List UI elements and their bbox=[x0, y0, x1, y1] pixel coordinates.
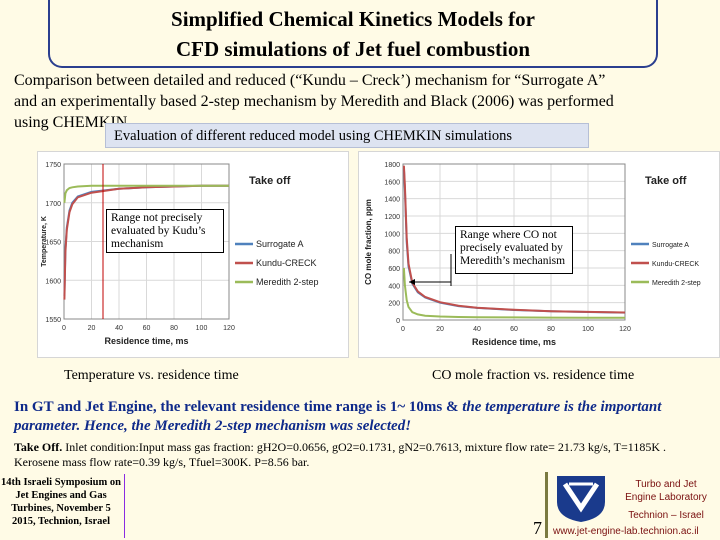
series-line bbox=[402, 165, 626, 314]
slide-number: 7 bbox=[533, 518, 542, 538]
chart-title: Take off bbox=[249, 175, 291, 187]
legend-label: Meredith 2-step bbox=[256, 277, 319, 287]
y-tick-label: 0 bbox=[396, 318, 400, 325]
x-tick-label: 40 bbox=[473, 326, 481, 333]
x-tick-label: 100 bbox=[582, 326, 594, 333]
y-tick-label: 1600 bbox=[384, 179, 400, 186]
co-annotation: Range where CO not precisely evaluated b… bbox=[455, 226, 573, 274]
lab-line-2: Engine Laboratory bbox=[625, 492, 707, 503]
legend-label: Surrogate A bbox=[256, 239, 304, 249]
takeoff-conditions: Take Off. Inlet condition:Input mass gas… bbox=[14, 440, 714, 470]
x-axis-label: Residence time, ms bbox=[472, 337, 556, 347]
y-tick-label: 200 bbox=[388, 301, 400, 308]
footer-divider bbox=[124, 474, 125, 538]
y-axis-label: Temperature, K bbox=[41, 216, 48, 267]
x-tick-label: 20 bbox=[436, 326, 444, 333]
x-tick-label: 0 bbox=[62, 325, 66, 332]
x-tick-label: 40 bbox=[115, 325, 123, 332]
intro-line-2: and an experimentally based 2-step mecha… bbox=[14, 93, 614, 110]
y-tick-label: 1800 bbox=[384, 162, 400, 169]
lab-url[interactable]: www.jet-engine-lab.technion.ac.il bbox=[553, 526, 699, 537]
y-tick-label: 1550 bbox=[45, 317, 61, 324]
x-tick-label: 60 bbox=[510, 326, 518, 333]
y-tick-label: 1750 bbox=[45, 162, 61, 169]
slide-title: Simplified Chemical Kinetics Models for … bbox=[48, 0, 658, 68]
evaluation-banner: Evaluation of different reduced model us… bbox=[105, 123, 589, 148]
x-tick-label: 120 bbox=[223, 325, 235, 332]
y-axis-label: CO mole fraction, ppm bbox=[364, 199, 373, 285]
left-chart-caption: Temperature vs. residence time bbox=[64, 368, 239, 383]
x-tick-label: 100 bbox=[196, 325, 208, 332]
temperature-annotation: Range not precisely evaluated by Kudu’s … bbox=[106, 209, 224, 253]
takeoff-text: Inlet condition:Input mass gas fraction:… bbox=[14, 440, 667, 469]
legend-label: Kundu-CRECK bbox=[256, 258, 317, 268]
series-line bbox=[402, 267, 625, 319]
x-tick-label: 20 bbox=[88, 325, 96, 332]
legend-label: Meredith 2-step bbox=[652, 280, 701, 287]
title-line-2: CFD simulations of Jet fuel combustion bbox=[175, 37, 531, 61]
technion-logo bbox=[557, 476, 605, 522]
lab-line-3: Technion – Israel bbox=[628, 510, 704, 521]
conclusion-part-2: the temperature is the important paramet… bbox=[14, 399, 662, 434]
y-tick-label: 1200 bbox=[384, 214, 400, 221]
y-tick-label: 1000 bbox=[384, 231, 400, 238]
intro-paragraph: Comparison between detailed and reduced … bbox=[14, 70, 714, 133]
y-tick-label: 1700 bbox=[45, 201, 61, 208]
x-tick-label: 80 bbox=[547, 326, 555, 333]
key-conclusion: In GT and Jet Engine, the relevant resid… bbox=[14, 398, 714, 436]
series-line bbox=[63, 184, 229, 203]
y-tick-label: 800 bbox=[388, 249, 400, 256]
x-axis-label: Residence time, ms bbox=[104, 336, 188, 346]
legend-label: Kundu-CRECK bbox=[652, 261, 699, 268]
x-tick-label: 120 bbox=[619, 326, 631, 333]
x-tick-label: 60 bbox=[143, 325, 151, 332]
x-tick-label: 0 bbox=[401, 326, 405, 333]
symposium-info: 14th Israeli Symposium on Jet Engines an… bbox=[1, 477, 121, 527]
chart-title: Take off bbox=[645, 175, 687, 187]
co-chart-panel: 1800 1600 1400 1200 1000 800 600 400 200 0 0 20 40 60… bbox=[358, 151, 720, 358]
y-tick-label: 600 bbox=[388, 266, 400, 273]
footer-bar bbox=[545, 472, 548, 538]
legend-label: Surrogate A bbox=[652, 242, 689, 249]
y-tick-label: 400 bbox=[388, 283, 400, 290]
y-tick-label: 1650 bbox=[45, 240, 61, 247]
lab-name: Turbo and Jet Engine Laboratory Technion… bbox=[612, 478, 720, 522]
lab-line-1: Turbo and Jet bbox=[635, 479, 697, 490]
intro-line-3: using CHEMKIN bbox=[14, 114, 128, 131]
y-tick-label: 1600 bbox=[45, 278, 61, 285]
x-tick-label: 80 bbox=[170, 325, 178, 332]
arrow-head bbox=[409, 279, 415, 285]
plot-area bbox=[402, 163, 626, 321]
plot-area bbox=[63, 163, 230, 320]
conclusion-part-1: In GT and Jet Engine, the relevant resid… bbox=[14, 399, 463, 415]
y-tick-label: 1400 bbox=[384, 197, 400, 204]
title-line-1: Simplified Chemical Kinetics Models for bbox=[171, 7, 535, 31]
temperature-chart-panel: 1750 1700 1650 1600 1550 0 20 40 60 80 100 120 Take … bbox=[37, 151, 349, 358]
intro-line-1: Comparison between detailed and reduced … bbox=[14, 72, 606, 89]
right-chart-caption: CO mole fraction vs. residence time bbox=[432, 368, 635, 383]
takeoff-label: Take Off. bbox=[14, 440, 63, 454]
